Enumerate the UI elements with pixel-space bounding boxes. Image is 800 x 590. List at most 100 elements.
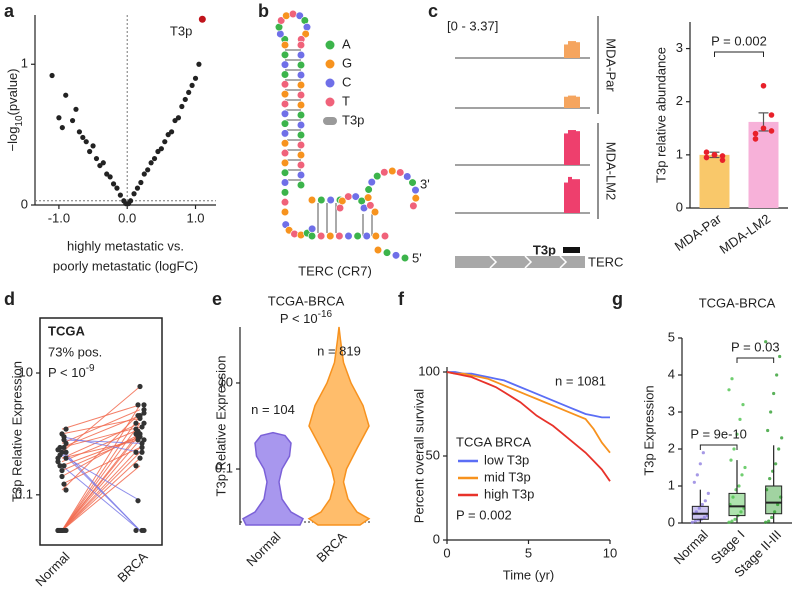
legend-swatch [325,59,335,69]
point [769,410,773,414]
point [701,451,705,455]
plot-frame [39,317,163,546]
point [186,89,192,96]
point [690,520,694,524]
track-bar [564,96,568,108]
nucleotide [364,193,373,202]
nucleotide [326,231,335,241]
gene-chevron [559,255,568,269]
point [59,467,65,474]
panel-letter: a [4,1,15,21]
point [137,415,143,421]
point [768,477,772,481]
caption: TERC (CR7) [298,263,372,278]
point [137,383,143,390]
point [128,198,134,204]
point [700,502,704,507]
x-tick-label: BRCA [313,529,349,565]
point [697,506,701,510]
pair-line [61,422,141,459]
point [768,112,775,118]
p-value: P < 10-16 [280,309,333,326]
point [182,96,188,103]
x-tick-label: -1.0 [48,210,70,225]
nucleotide [295,11,304,20]
p-value: P = 0.002 [456,507,512,522]
point [135,402,141,408]
y-axis-label: T3p Expression [641,385,656,475]
chart-title: TCGA-BRCA [268,293,345,308]
x-tick-label: Normal [243,529,283,569]
x-tick-label: 0.0 [118,210,136,225]
nucleotide [362,231,371,241]
point [135,498,141,504]
legend-label: high T3p [484,486,534,501]
nucleotide [335,231,344,241]
nucleotide [388,166,397,176]
track-bar [572,41,576,58]
track-bar [576,96,580,108]
nucleotide [296,90,306,100]
bracket [714,51,764,57]
nucleotide [411,186,420,195]
track-bar [564,182,568,213]
point [732,447,736,451]
point [773,510,777,514]
nucleotide [382,248,392,257]
point [741,403,745,407]
nucleotide [296,150,306,160]
track-bar [564,44,568,58]
point [735,432,739,436]
point [137,455,143,461]
nucleotide [400,253,410,263]
nucleotide [280,207,290,217]
feature-label: T3p [533,242,556,257]
panel-letter: b [258,1,269,21]
legend-label: low T3p [484,452,529,467]
pair-line [61,439,141,459]
point [141,410,147,416]
y-tick-label: 3 [668,403,675,418]
nucleotide [280,129,290,138]
panel-letter: c [428,1,438,21]
track-bar [576,131,580,165]
point [703,154,710,161]
y-tick-label: 4 [668,366,675,381]
y-axis-label: T3p relative abundance [653,47,668,183]
nucleotide [296,130,306,140]
group-label: MDA-LM2 [604,142,619,201]
y-tick-label: 1 [676,146,683,161]
x-tick-label: MDA-Par [672,211,725,254]
point [61,434,67,440]
point [743,465,747,470]
legend-label: G [342,55,352,70]
point [63,92,69,98]
n-label: n = 104 [251,402,295,417]
point [694,510,698,514]
point [158,146,164,152]
nucleotide [280,168,290,177]
point [76,129,82,135]
nucleotide [380,231,390,241]
chart-title: TCGA-BRCA [699,295,776,310]
x-tick-label: 5 [525,545,532,560]
n-label: n = 819 [317,343,361,358]
legend-swatch [325,40,335,50]
y-tick-label: 50 [426,447,440,462]
point [57,527,63,534]
point [777,447,781,451]
point [764,520,768,524]
legend-label: C [342,74,351,89]
nucleotide [280,109,290,118]
point [139,449,145,455]
point [739,510,743,514]
x-axis-label: poorly metastatic (logFC) [53,258,198,273]
point [730,377,734,381]
nucleotide [280,90,290,99]
p-value: P = 0.002 [711,33,767,48]
nucleotide [280,188,290,197]
point [737,484,741,488]
point [63,527,69,534]
track-bar [568,176,572,213]
point [733,517,737,521]
